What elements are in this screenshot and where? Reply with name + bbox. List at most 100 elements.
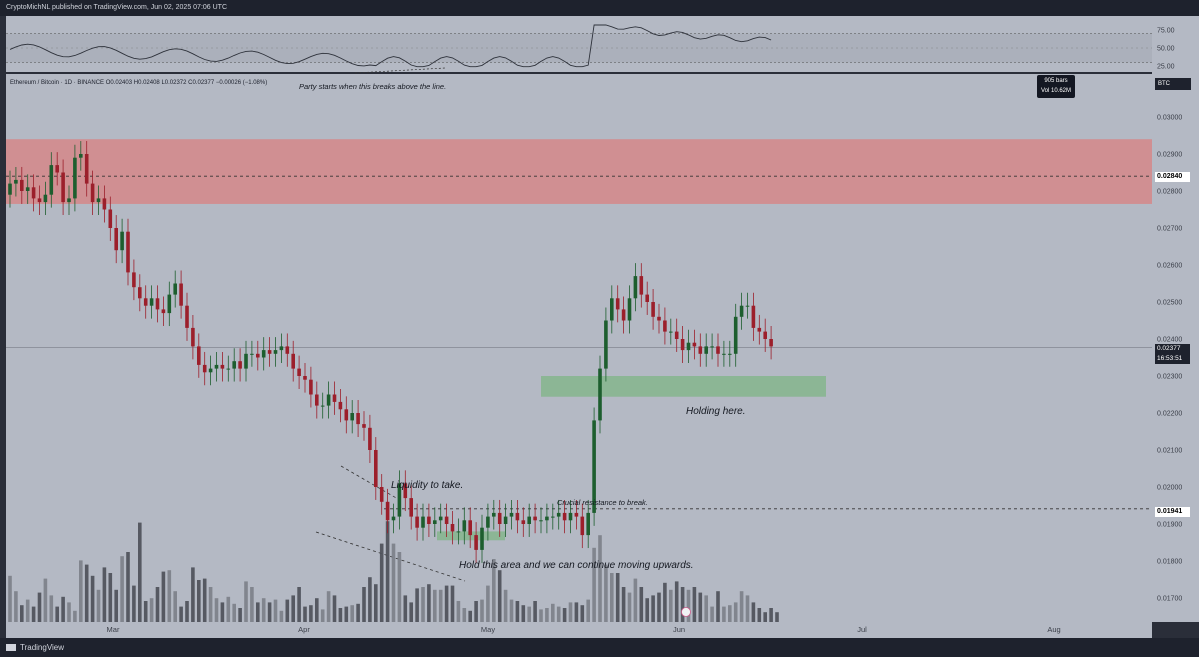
volume-bar bbox=[633, 578, 638, 622]
candle-body bbox=[191, 327, 195, 347]
volume-bar bbox=[197, 580, 201, 622]
volume-bar bbox=[492, 559, 496, 622]
zone-box-resistance bbox=[6, 139, 1152, 204]
volume-bar bbox=[456, 601, 461, 622]
volume-bar bbox=[503, 589, 508, 622]
volume-bar bbox=[385, 521, 390, 622]
volume-bar bbox=[409, 602, 413, 622]
time-axis[interactable] bbox=[6, 622, 1152, 638]
high-value: H0.02408 bbox=[133, 80, 160, 86]
volume-bar bbox=[273, 599, 278, 622]
volume-bar bbox=[214, 598, 219, 622]
volume-bar bbox=[208, 587, 213, 622]
currency-label[interactable]: BTC bbox=[1155, 78, 1191, 90]
candle-body bbox=[527, 516, 531, 524]
candle-body bbox=[598, 368, 602, 421]
candle-body bbox=[592, 420, 596, 513]
rsi-tick-label: 25.00 bbox=[1157, 64, 1175, 71]
price-tick-label: 0.02000 bbox=[1157, 485, 1182, 492]
candle-body bbox=[73, 157, 77, 199]
volume-bar bbox=[403, 595, 408, 622]
candle-body bbox=[763, 331, 767, 339]
price-scale[interactable] bbox=[1152, 16, 1199, 622]
time-axis-label: Jun bbox=[673, 625, 685, 634]
volume-bar bbox=[586, 599, 590, 622]
candle-body bbox=[551, 516, 555, 518]
volume-bar bbox=[580, 605, 585, 622]
candle-body bbox=[161, 309, 166, 314]
candle-body bbox=[350, 413, 354, 421]
volume-bar bbox=[143, 601, 148, 622]
volume-bar bbox=[161, 571, 166, 622]
rsi-line bbox=[9, 24, 772, 68]
candle-body bbox=[427, 516, 431, 524]
volume-bar bbox=[751, 602, 756, 622]
candle-body bbox=[379, 487, 384, 502]
candle-body bbox=[197, 346, 201, 365]
volume-bar bbox=[356, 603, 360, 622]
close-value: C0.02377 bbox=[188, 80, 215, 86]
volume-bar bbox=[250, 587, 254, 622]
volume-bar bbox=[8, 575, 12, 622]
volume-bar bbox=[191, 567, 195, 622]
volume-bar bbox=[232, 603, 236, 622]
candle-body bbox=[751, 305, 756, 328]
volume-bar bbox=[90, 575, 95, 622]
volume-bar bbox=[67, 602, 71, 622]
candle-body bbox=[533, 516, 537, 521]
volume-bar bbox=[562, 608, 567, 622]
candle-body bbox=[580, 516, 585, 536]
volume-bar bbox=[37, 592, 42, 622]
candle-body bbox=[669, 331, 673, 333]
candle-body bbox=[615, 298, 620, 310]
candle-body bbox=[244, 353, 248, 369]
volume-bar bbox=[610, 573, 614, 622]
candle-body bbox=[173, 283, 177, 295]
candle-body bbox=[185, 305, 189, 328]
volume-bar bbox=[297, 587, 301, 622]
volume-bar bbox=[497, 570, 502, 622]
volume-bar bbox=[279, 610, 284, 622]
volume-bar bbox=[320, 609, 325, 622]
level-tag-high: 0.02840 bbox=[1155, 172, 1190, 182]
time-axis-label: Mar bbox=[107, 625, 120, 634]
volume-bar bbox=[73, 610, 77, 622]
volume-bar bbox=[539, 609, 543, 622]
volume-bar bbox=[421, 587, 425, 622]
volume-total: Vol 10.62M bbox=[1040, 88, 1072, 94]
candle-body bbox=[686, 342, 691, 351]
volume-bar bbox=[391, 543, 396, 622]
candle-body bbox=[497, 512, 502, 524]
candle-body bbox=[261, 350, 266, 358]
volume-bar bbox=[556, 606, 561, 622]
candle-body bbox=[627, 298, 632, 321]
volume-bar bbox=[651, 595, 655, 622]
candle-body bbox=[586, 512, 590, 536]
volume-bar bbox=[344, 606, 349, 622]
price-tick-label: 0.02600 bbox=[1157, 263, 1182, 270]
candle-body bbox=[444, 516, 449, 524]
candle-body bbox=[492, 512, 496, 517]
time-axis-label: May bbox=[481, 625, 495, 634]
candle-body bbox=[757, 327, 762, 332]
candle-body bbox=[179, 283, 183, 306]
lower-trendline bbox=[315, 531, 466, 582]
volume-bar bbox=[763, 612, 767, 622]
candle-body bbox=[462, 520, 467, 532]
candle-body bbox=[96, 198, 101, 203]
candle-body bbox=[486, 516, 490, 528]
volume-bar bbox=[31, 606, 36, 622]
rsi-divergence-line bbox=[354, 67, 446, 74]
time-axis-label: Apr bbox=[298, 625, 310, 634]
volume-bar bbox=[132, 585, 136, 622]
volume-bar bbox=[450, 585, 455, 622]
volume-bar bbox=[604, 564, 608, 622]
candle-body bbox=[480, 527, 484, 550]
publish-header: CryptoMichNL published on TradingView.co… bbox=[0, 0, 1199, 16]
volume-bar bbox=[621, 587, 626, 622]
candle-body bbox=[356, 413, 360, 425]
bars-count: 905 bars bbox=[1044, 78, 1068, 84]
candle-body bbox=[503, 516, 508, 524]
candle-body bbox=[291, 353, 295, 369]
